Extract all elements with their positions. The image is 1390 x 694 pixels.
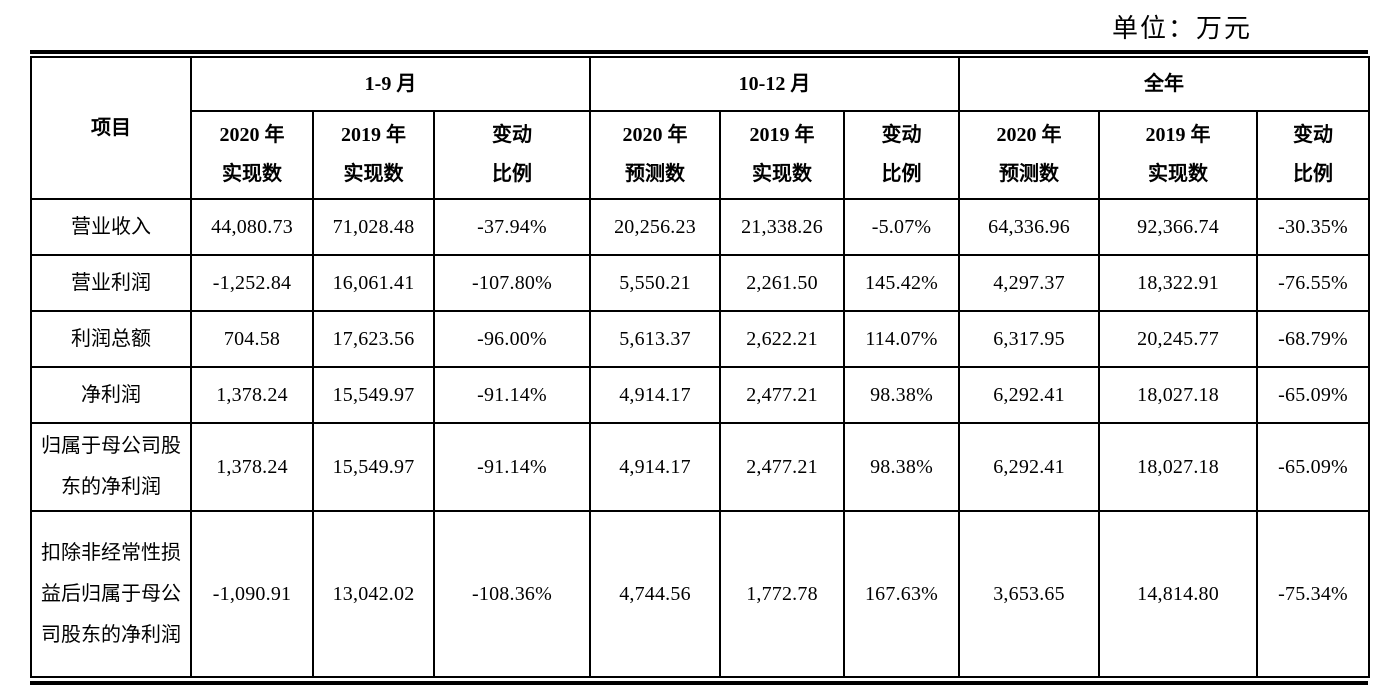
cell-value: -65.09%	[1256, 422, 1371, 512]
row-label: 归属于母公司股东的净利润	[30, 422, 192, 512]
group-header-全年: 全年	[958, 56, 1371, 112]
cell-value: 5,550.21	[589, 254, 721, 312]
row-label: 营业利润	[30, 254, 192, 312]
cell-value: 1,772.78	[719, 510, 845, 678]
cell-value: 15,549.97	[312, 422, 435, 512]
cell-value: 20,256.23	[589, 198, 721, 256]
cell-value: 167.63%	[842, 510, 961, 678]
cell-value: -107.80%	[433, 254, 591, 312]
cell-value: 6,292.41	[958, 422, 1101, 512]
cell-value: 1,378.24	[190, 422, 314, 512]
col-header-change: 变动 比例	[433, 110, 591, 200]
table-row: 净利润 1,378.24 15,549.97 -91.14% 4,914.17 …	[30, 366, 1371, 424]
cell-value: 98.38%	[842, 422, 961, 512]
col-header-2019-actual: 2019 年 实现数	[1098, 110, 1259, 200]
cell-value: 2,622.21	[719, 310, 845, 368]
cell-value: 44,080.73	[190, 198, 314, 256]
cell-value: 20,245.77	[1098, 310, 1259, 368]
cell-value: 145.42%	[842, 254, 961, 312]
cell-value: -75.34%	[1256, 510, 1371, 678]
cell-value: -76.55%	[1256, 254, 1371, 312]
cell-value: 114.07%	[842, 310, 961, 368]
table-row: 扣除非经常性损益后归属于母公司股东的净利润 -1,090.91 13,042.0…	[30, 510, 1371, 678]
group-header-1-9月: 1-9 月	[190, 56, 591, 112]
cell-value: 17,623.56	[312, 310, 435, 368]
col-header-2019-actual: 2019 年 实现数	[312, 110, 435, 200]
group-header-10-12月: 10-12 月	[588, 56, 961, 112]
col-header-change: 变动 比例	[1256, 110, 1371, 200]
cell-value: 6,292.41	[958, 366, 1101, 424]
col-header-2019-actual: 2019 年 实现数	[719, 110, 845, 200]
table-row: 利润总额 704.58 17,623.56 -96.00% 5,613.37 2…	[30, 310, 1371, 368]
row-label: 扣除非经常性损益后归属于母公司股东的净利润	[30, 510, 192, 678]
cell-value: 16,061.41	[312, 254, 435, 312]
table-row: 归属于母公司股东的净利润 1,378.24 15,549.97 -91.14% …	[30, 422, 1371, 512]
cell-value: 15,549.97	[312, 366, 435, 424]
cell-value: 704.58	[190, 310, 314, 368]
cell-value: -91.14%	[433, 366, 591, 424]
cell-value: 5,613.37	[589, 310, 721, 368]
cell-value: -37.94%	[433, 198, 591, 256]
cell-value: 71,028.48	[312, 198, 435, 256]
corner-header-item: 项目	[30, 56, 192, 200]
cell-value: -65.09%	[1256, 366, 1371, 424]
cell-value: -30.35%	[1256, 198, 1371, 256]
cell-value: 14,814.80	[1098, 510, 1259, 678]
cell-value: -96.00%	[433, 310, 591, 368]
col-header-change: 变动 比例	[842, 110, 961, 200]
cell-value: 64,336.96	[958, 198, 1101, 256]
col-header-2020-actual: 2020 年 实现数	[190, 110, 314, 200]
col-header-2020-forecast: 2020 年 预测数	[589, 110, 721, 200]
cell-value: -68.79%	[1256, 310, 1371, 368]
cell-value: -1,090.91	[190, 510, 314, 678]
cell-value: 13,042.02	[312, 510, 435, 678]
cell-value: 18,027.18	[1098, 366, 1259, 424]
row-label: 营业收入	[30, 198, 192, 256]
financial-table: 项目 1-9 月 10-12 月 全年 2020 年 实现数 2019 年 实现…	[30, 56, 1371, 678]
cell-value: -91.14%	[433, 422, 591, 512]
cell-value: 4,744.56	[589, 510, 721, 678]
cell-value: 1,378.24	[190, 366, 314, 424]
cell-value: 6,317.95	[958, 310, 1101, 368]
row-label: 利润总额	[30, 310, 192, 368]
cell-value: 4,914.17	[589, 422, 721, 512]
table-row: 营业收入 44,080.73 71,028.48 -37.94% 20,256.…	[30, 198, 1371, 256]
cell-value: 98.38%	[842, 366, 961, 424]
cell-value: -108.36%	[433, 510, 591, 678]
cell-value: 3,653.65	[958, 510, 1101, 678]
table-row: 营业利润 -1,252.84 16,061.41 -107.80% 5,550.…	[30, 254, 1371, 312]
cell-value: 21,338.26	[719, 198, 845, 256]
cell-value: 2,477.21	[719, 366, 845, 424]
cell-value: 4,914.17	[589, 366, 721, 424]
cell-value: 18,027.18	[1098, 422, 1259, 512]
cell-value: 2,261.50	[719, 254, 845, 312]
cell-value: 18,322.91	[1098, 254, 1259, 312]
row-label: 净利润	[30, 366, 192, 424]
cell-value: 4,297.37	[958, 254, 1101, 312]
cell-value: 2,477.21	[719, 422, 845, 512]
unit-label: 单位：万元	[1111, 14, 1252, 43]
cell-value: -5.07%	[842, 198, 961, 256]
cell-value: -1,252.84	[190, 254, 314, 312]
cell-value: 92,366.74	[1098, 198, 1259, 256]
col-header-2020-forecast: 2020 年 预测数	[958, 110, 1101, 200]
financial-table-wrap: 项目 1-9 月 10-12 月 全年 2020 年 实现数 2019 年 实现…	[30, 50, 1371, 685]
